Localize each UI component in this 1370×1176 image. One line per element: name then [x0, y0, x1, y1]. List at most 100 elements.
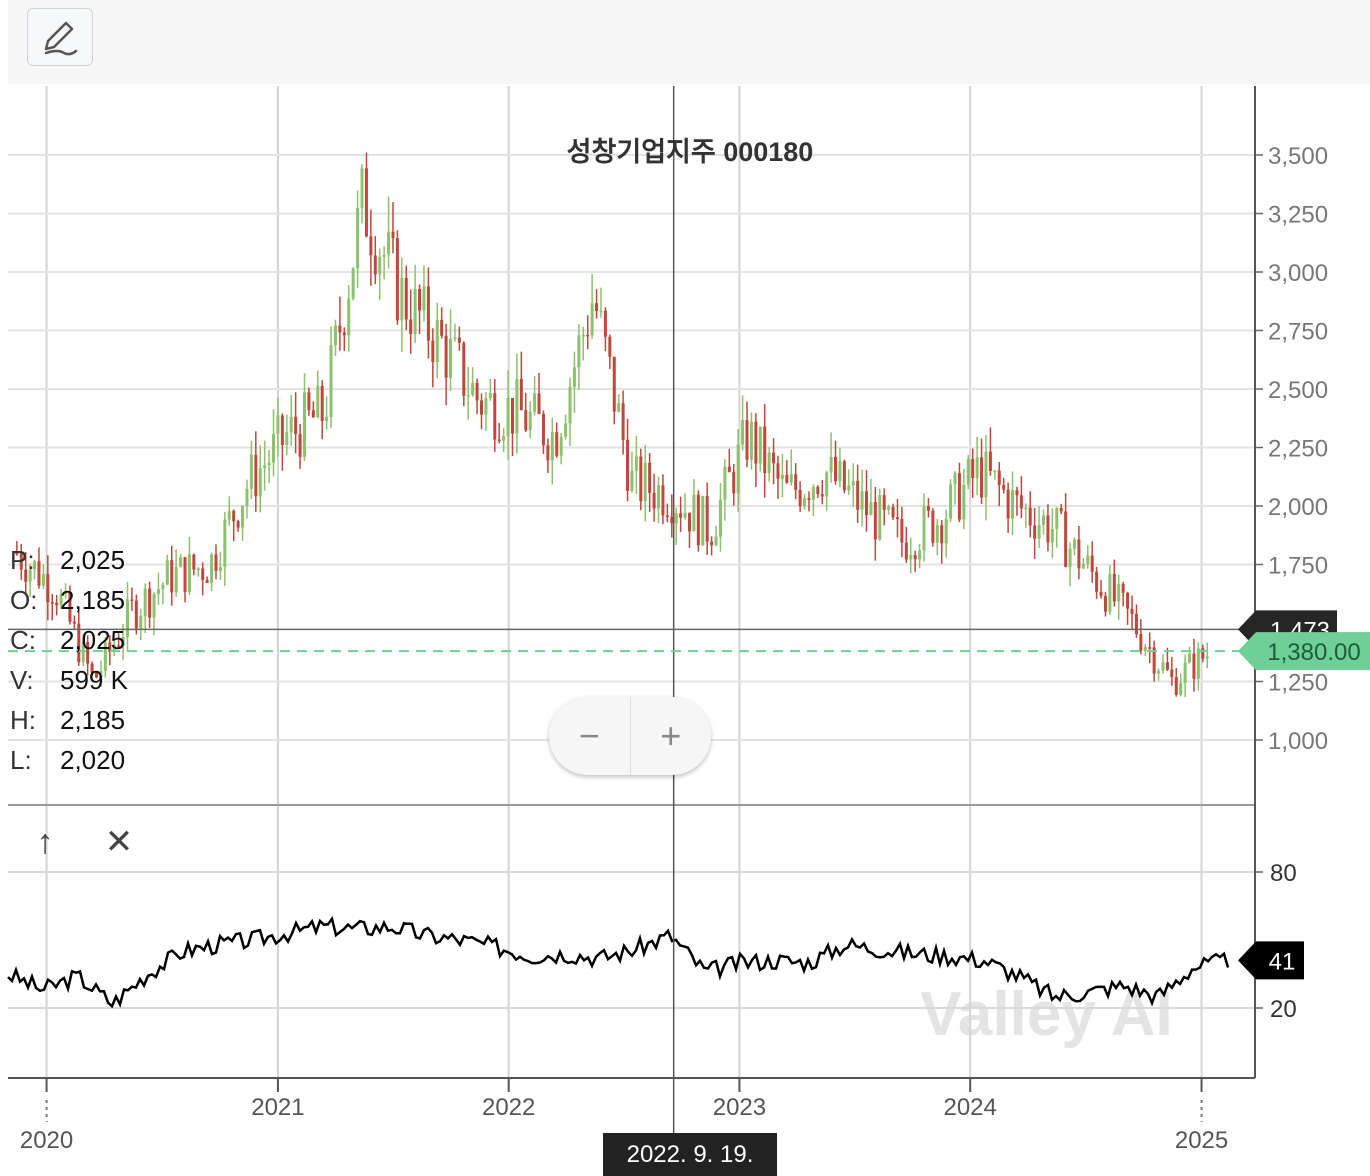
- candle-body: [1059, 507, 1063, 512]
- candle-body: [1148, 647, 1152, 649]
- candle-body: [714, 536, 718, 546]
- candle-body: [41, 574, 45, 586]
- candle-body: [1126, 592, 1130, 609]
- candle-body: [608, 336, 612, 357]
- price-tick-label: 2,500: [1268, 377, 1328, 404]
- candle-body: [236, 521, 240, 528]
- candle-body: [364, 168, 368, 237]
- candle-body: [1183, 662, 1187, 684]
- candle-body: [847, 485, 851, 491]
- candle-body: [1006, 489, 1010, 519]
- ohlc-row-high: H: 2,185: [10, 700, 128, 740]
- candle-body: [254, 454, 258, 497]
- candle-body: [347, 298, 351, 336]
- price-tick-label: 3,500: [1268, 143, 1328, 170]
- candle-body: [320, 385, 324, 422]
- candle-body: [811, 486, 815, 500]
- candle-body: [356, 207, 360, 269]
- candle-body: [1117, 584, 1121, 602]
- ohlc-key: V:: [10, 665, 34, 695]
- candle-body: [156, 589, 160, 594]
- move-up-icon[interactable]: ↑: [36, 822, 54, 861]
- zoom-in-button[interactable]: +: [660, 715, 682, 756]
- candle-body: [68, 591, 72, 622]
- candle-body: [692, 494, 696, 532]
- current-price-badge: [1238, 632, 1370, 671]
- candle-body: [316, 385, 320, 418]
- candle-body: [1033, 525, 1037, 539]
- candle-body: [577, 335, 581, 368]
- candle-body: [457, 337, 461, 343]
- x-tick-label: 2023: [713, 1094, 766, 1121]
- candle-body: [776, 463, 780, 479]
- candle-body: [272, 433, 276, 463]
- candle-body: [426, 286, 430, 341]
- candle-body: [758, 426, 762, 464]
- candle-body: [152, 593, 156, 618]
- candle-body: [466, 395, 470, 397]
- price-tick-label: 1,750: [1268, 553, 1328, 580]
- candle-body: [1077, 539, 1081, 569]
- ohlc-value: 599 K: [60, 665, 128, 695]
- candle-body: [621, 403, 625, 440]
- candle-body: [134, 600, 138, 629]
- candle-body: [15, 552, 19, 555]
- price-tick-label: 1,000: [1268, 728, 1328, 755]
- candle-body: [409, 319, 413, 335]
- candle-body: [670, 516, 674, 524]
- candle-body: [210, 554, 214, 584]
- candle-body: [856, 480, 860, 510]
- candle-body: [422, 286, 426, 311]
- candle-body: [276, 415, 280, 434]
- candle-body: [90, 663, 94, 673]
- candle-body: [1095, 571, 1099, 592]
- price-tick-label: 3,000: [1268, 260, 1328, 287]
- candle-body: [595, 303, 599, 312]
- candle-body: [108, 642, 112, 652]
- candle-body: [763, 426, 767, 473]
- candle-body: [462, 342, 466, 397]
- candle-body: [1090, 555, 1094, 572]
- close-icon[interactable]: ✕: [104, 823, 134, 861]
- candle-body: [471, 383, 475, 396]
- x-tick-label: 2024: [943, 1094, 996, 1121]
- zoom-control: − +: [549, 697, 711, 775]
- candle-body: [196, 568, 200, 570]
- candle-body: [510, 397, 514, 434]
- candle-body: [1055, 507, 1059, 530]
- edit-button[interactable]: [27, 8, 93, 66]
- candle-body: [1121, 584, 1125, 593]
- candle-body: [918, 550, 922, 560]
- candle-body: [1002, 484, 1006, 490]
- candle-body: [829, 456, 833, 473]
- candle-body: [1099, 591, 1103, 596]
- candle-body: [223, 519, 227, 568]
- candle-body: [940, 525, 944, 544]
- candle-body: [1046, 515, 1050, 543]
- candle-body: [718, 499, 722, 537]
- candle-body: [900, 519, 904, 543]
- candle-body: [997, 470, 1001, 485]
- indicator-controls: ↑ ✕: [28, 822, 136, 862]
- candle-body: [816, 486, 820, 495]
- candle-body: [528, 411, 532, 431]
- candle-body: [404, 277, 408, 320]
- zoom-out-button[interactable]: −: [549, 697, 631, 775]
- candle-body: [1188, 653, 1192, 663]
- candle-body: [971, 459, 975, 478]
- candle-body: [1037, 524, 1041, 539]
- ohlc-row-low: L: 2,020: [10, 740, 128, 780]
- candle-body: [568, 386, 572, 424]
- candle-body: [192, 554, 196, 570]
- candle-body: [55, 602, 59, 606]
- candle-body: [86, 641, 90, 664]
- candle-body: [302, 392, 306, 457]
- candle-body: [1201, 648, 1205, 659]
- candle-body: [887, 506, 891, 510]
- candle-body: [1086, 555, 1090, 564]
- candle-body: [838, 461, 842, 482]
- candle-body: [780, 474, 784, 479]
- candle-body: [1192, 653, 1196, 679]
- price-tick-label: 2,750: [1268, 319, 1328, 346]
